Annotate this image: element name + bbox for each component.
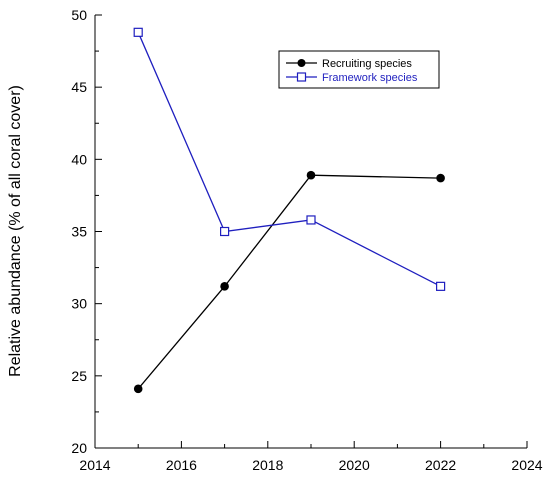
legend-marker-recruiting [297, 59, 306, 67]
series-line-recruiting-species [137, 174, 441, 390]
y-tick-label: 30 [71, 296, 87, 312]
x-tick-label: 2024 [511, 457, 542, 473]
data-point-framework-species [133, 27, 143, 37]
y-axis-title: Relative abundance (% of all coral cover… [7, 85, 24, 377]
y-tick-label: 40 [71, 151, 87, 167]
y-tick-label: 20 [71, 440, 87, 456]
x-tick-label: 2014 [79, 457, 110, 473]
y-tick-label: 25 [71, 368, 87, 384]
x-tick-label: 2020 [339, 457, 370, 473]
data-point-framework-species [220, 226, 230, 237]
series-layer [133, 27, 446, 394]
y-tick-label: 50 [71, 7, 87, 23]
legend-label-recruiting: Recruiting species [322, 58, 412, 70]
series-line-framework-species [137, 32, 441, 287]
legend-marker-framework [296, 72, 307, 82]
data-point-recruiting-species [436, 173, 445, 183]
x-tick-label: 2022 [425, 457, 456, 473]
x-tick-label: 2018 [252, 457, 283, 473]
y-tick-label: 35 [71, 224, 87, 240]
data-point-framework-species [306, 215, 316, 225]
legend-label-framework: Framework species [322, 72, 418, 84]
data-point-framework-species [436, 281, 446, 291]
data-point-recruiting-species [306, 170, 316, 180]
x-tick-label: 2016 [166, 457, 197, 473]
axes: 2014 2016 2018 2020 2022 2024 20 25 30 35 40 45 50 [71, 7, 542, 473]
data-point-recruiting-species [220, 282, 229, 291]
y-tick-label: 45 [71, 79, 87, 95]
legend: Recruiting species Framework species [278, 50, 440, 89]
data-point-recruiting-species [133, 384, 143, 394]
legend-box [278, 50, 440, 89]
